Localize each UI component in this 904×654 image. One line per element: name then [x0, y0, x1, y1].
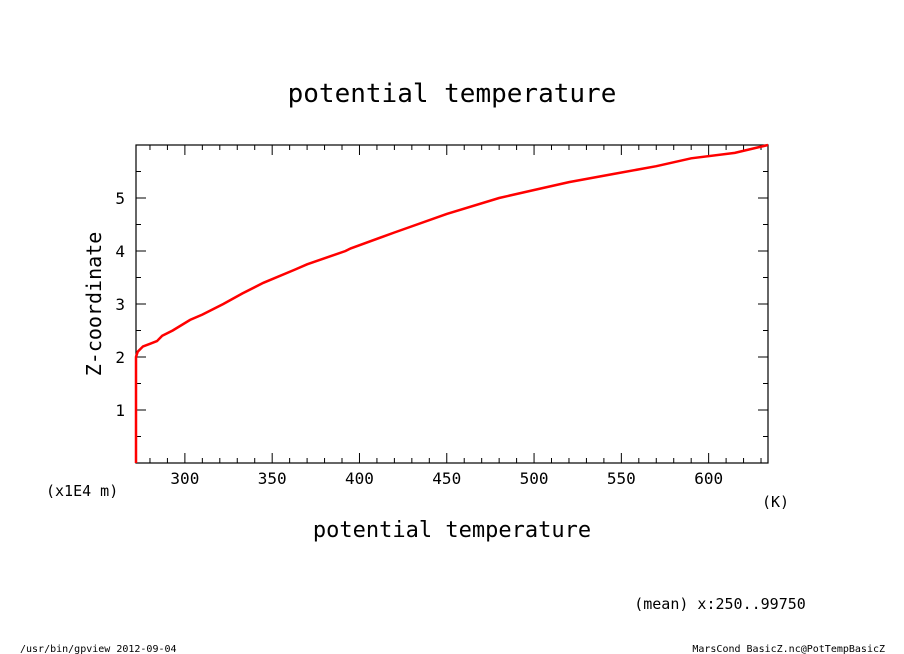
x-tick-label: 350 — [258, 469, 287, 488]
y-axis-unit: (x1E4 m) — [46, 482, 118, 500]
chart-title: potential temperature — [288, 79, 617, 109]
axis-ticks — [136, 145, 768, 463]
footer-right: MarsCond_BasicZ.nc@PotTempBasicZ — [692, 644, 885, 654]
x-tick-label: 300 — [170, 469, 199, 488]
y-tick-label: 4 — [115, 242, 125, 261]
x-tick-label: 550 — [607, 469, 636, 488]
x-tick-labels: 300 350 400 450 500 550 600 — [170, 469, 723, 488]
footer-left: /usr/bin/gpview 2012-09-04 — [20, 644, 177, 654]
x-tick-label: 400 — [345, 469, 374, 488]
y-tick-label: 2 — [115, 348, 125, 367]
y-axis-label: Z-coordinate — [82, 232, 106, 377]
y-tick-label: 1 — [115, 401, 125, 420]
series-line — [134, 143, 769, 463]
x-tick-label: 500 — [520, 469, 549, 488]
x-tick-label: 600 — [694, 469, 723, 488]
x-tick-label: 450 — [432, 469, 461, 488]
x-axis-unit: (K) — [762, 493, 789, 511]
plot-frame — [135, 144, 769, 464]
y-tick-label: 3 — [115, 295, 125, 314]
mean-annotation: (mean) x:250..99750 — [634, 595, 806, 613]
y-tick-labels: 1 2 3 4 5 — [115, 189, 125, 420]
x-axis-label: potential temperature — [313, 518, 591, 543]
y-tick-label: 5 — [115, 189, 125, 208]
